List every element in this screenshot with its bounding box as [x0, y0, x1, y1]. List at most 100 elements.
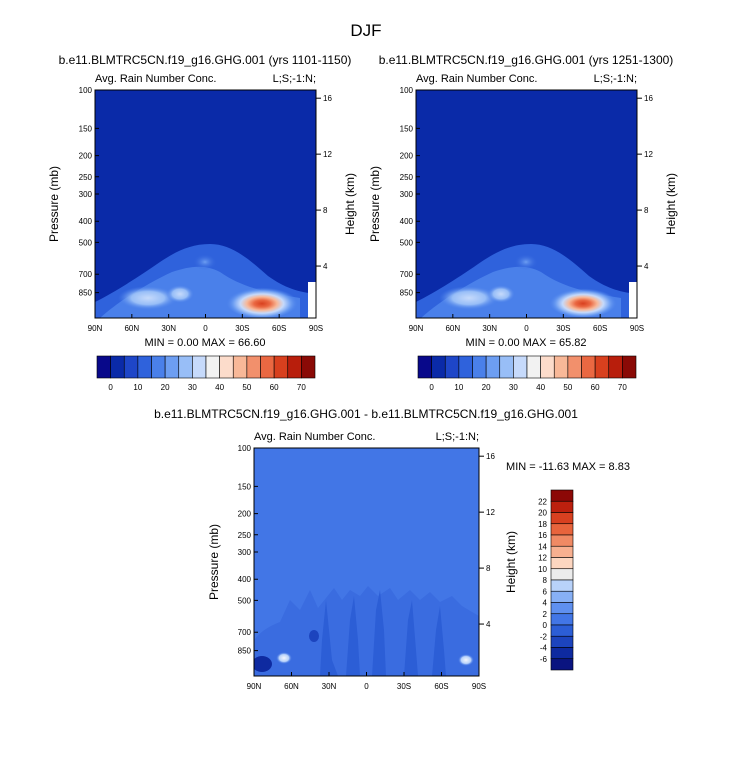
panel-a-colorbar-swatch	[123, 355, 139, 379]
panel-b-colorbar-swatch	[458, 355, 473, 379]
panel-diff-streak-4	[404, 600, 418, 676]
panel-b-colorbar-swatch	[417, 355, 432, 379]
panel-b-colorbar-swatch	[431, 355, 446, 379]
panel-diff-colorbar-swatch	[550, 489, 574, 502]
panel-diff-ytick-label: 850	[238, 647, 252, 656]
panel-diff-ytick-label: 300	[238, 548, 252, 557]
panel-a-colorbar-swatch	[110, 355, 125, 379]
panel-diff-ytick-label: 400	[238, 575, 252, 584]
panel-b: b.e11.BLMTRC5CN.f19_g16.GHG.001 (yrs 125…	[368, 53, 678, 392]
panel-a-ytick-label: 150	[79, 124, 93, 133]
panel-diff-streak-5	[432, 606, 446, 676]
panel-a-ylabel-right: Height (km)	[343, 173, 357, 235]
panel-b-ytick-label: 100	[400, 86, 414, 95]
panel-diff-colorbar-label: 22	[538, 497, 547, 506]
panel-diff-colorbar-label: 4	[543, 599, 548, 608]
panel-b-colorbar-label: 70	[618, 383, 627, 392]
panel-a-colorbar-swatch	[260, 355, 275, 379]
panel-diff-height-tick-label: 16	[486, 452, 495, 461]
panel-b-colorbar-label: 60	[591, 383, 600, 392]
panel-b-ytick-label: 400	[400, 217, 414, 226]
panel-a-field	[95, 90, 316, 318]
panel-b-xtick-label: 30N	[482, 324, 497, 333]
panel-diff-colorbar-swatch	[550, 545, 574, 558]
panel-diff-colorbar-swatch	[550, 568, 574, 581]
panel-b-height-tick-label: 12	[644, 150, 653, 159]
panel-a-colorbar-swatch	[164, 355, 180, 379]
panel-b-colorbar-swatch	[581, 355, 596, 379]
panel-diff-ytick-label: 100	[238, 444, 252, 453]
panel-diff-colorbar-label: -2	[540, 632, 548, 641]
panel-b-ytick-label: 200	[400, 152, 414, 161]
panel-diff-xtick-label: 60S	[434, 682, 448, 691]
panel-b-units-label: L;S;-1:N;	[594, 73, 637, 85]
panel-diff-colorbar-swatch	[550, 635, 574, 648]
panel-diff-ytick-label: 150	[238, 482, 252, 491]
panel-diff-height-tick-label: 8	[486, 564, 491, 573]
panel-b-max-region	[549, 287, 617, 317]
panel-diff-ytick-label: 200	[238, 510, 252, 519]
panel-a-colorbar-swatch	[301, 355, 316, 379]
panel-diff-negative-spot	[254, 656, 272, 672]
panel-b-colorbar-label: 40	[536, 383, 545, 392]
panel-diff-field	[254, 448, 479, 676]
panel-a-colorbar-swatch	[246, 355, 261, 379]
panel-a-variable-label: Avg. Rain Number Conc.	[95, 73, 216, 85]
panel-a-min-max: MIN = 0.00 MAX = 66.60	[144, 337, 265, 349]
panel-diff-colorbar-label: 14	[538, 542, 547, 551]
panel-diff-positive-spot-2	[458, 654, 474, 666]
panel-b-colorbar-swatch	[526, 355, 541, 379]
panel-a-colorbar-label: 50	[242, 383, 251, 392]
panel-b-colorbar-label: 0	[429, 383, 434, 392]
panel-diff-colorbar-swatch	[550, 500, 574, 513]
panel-a-colorbar-label: 20	[161, 383, 170, 392]
panel-a-height-tick-label: 16	[323, 94, 332, 103]
panel-a-colorbar-swatch	[273, 355, 289, 379]
panel-diff-lower-band	[254, 586, 479, 676]
panel-a-pale-region	[118, 286, 178, 310]
panel-diff-colorbar-swatch	[550, 647, 574, 660]
panel-a-ytick-label: 400	[79, 217, 93, 226]
panel-a-ytick-label: 250	[79, 173, 93, 182]
panel-diff-xtick-label: 90S	[472, 682, 486, 691]
panel-a-colorbar-swatch	[96, 355, 111, 379]
panel-a-ytick-label: 300	[79, 190, 93, 199]
panel-a-xtick-label: 60N	[124, 324, 139, 333]
panel-a-colorbar-swatch	[137, 355, 152, 379]
panel-b-colorbar-label: 10	[454, 383, 463, 392]
panel-b-colorbar-label: 50	[563, 383, 572, 392]
panel-a-ytick-label: 200	[79, 152, 93, 161]
panel-b-ylabel-right: Height (km)	[664, 173, 678, 235]
panel-a-height-tick-label: 12	[323, 150, 332, 159]
panel-a-ytick-label: 100	[79, 86, 93, 95]
panel-diff-xtick-label: 30S	[397, 682, 411, 691]
panel-a-colorbar-swatch	[219, 355, 234, 379]
panel-diff-colorbar-swatch	[550, 658, 574, 671]
panel-b-ytick-label: 150	[400, 124, 414, 133]
panel-diff-xtick-label: 90N	[247, 682, 262, 691]
panel-b-colorbar-swatch	[553, 355, 569, 379]
panel-b-height-tick-label: 8	[644, 206, 649, 215]
panel-a-xtick-label: 30S	[235, 324, 249, 333]
panel-diff-colorbar-label: 16	[538, 531, 547, 540]
panel-a-colorbar-swatch	[151, 355, 166, 379]
panel-b-ytick-label: 850	[400, 289, 414, 298]
panel-b-colorbar-swatch	[608, 355, 623, 379]
panel-b-colorbar-label: 30	[509, 383, 518, 392]
panel-a-ylabel: Pressure (mb)	[47, 166, 61, 242]
panel-b-colorbar-swatch	[485, 355, 501, 379]
panel-b-ytick-label: 500	[400, 238, 414, 247]
panel-a-max-region	[226, 286, 298, 318]
panel-diff-colorbar-swatch	[550, 624, 574, 637]
panel-b-xtick-label: 90S	[630, 324, 644, 333]
panel-b-xtick-label: 60S	[593, 324, 607, 333]
panel-diff-ytick-label: 250	[238, 531, 252, 540]
panel-a-colorbar-label: 70	[297, 383, 306, 392]
panel-b-xtick-label: 90N	[409, 324, 424, 333]
panel-b-upper-cell	[514, 254, 538, 270]
panel-diff-colorbar-label: 0	[543, 621, 548, 630]
panel-diff-colorbar-label: 8	[543, 576, 548, 585]
panel-b-case-title: b.e11.BLMTRC5CN.f19_g16.GHG.001 (yrs 125…	[379, 53, 674, 67]
panel-diff-streak-3	[372, 590, 386, 676]
panel-a-colorbar-swatch	[232, 355, 248, 379]
